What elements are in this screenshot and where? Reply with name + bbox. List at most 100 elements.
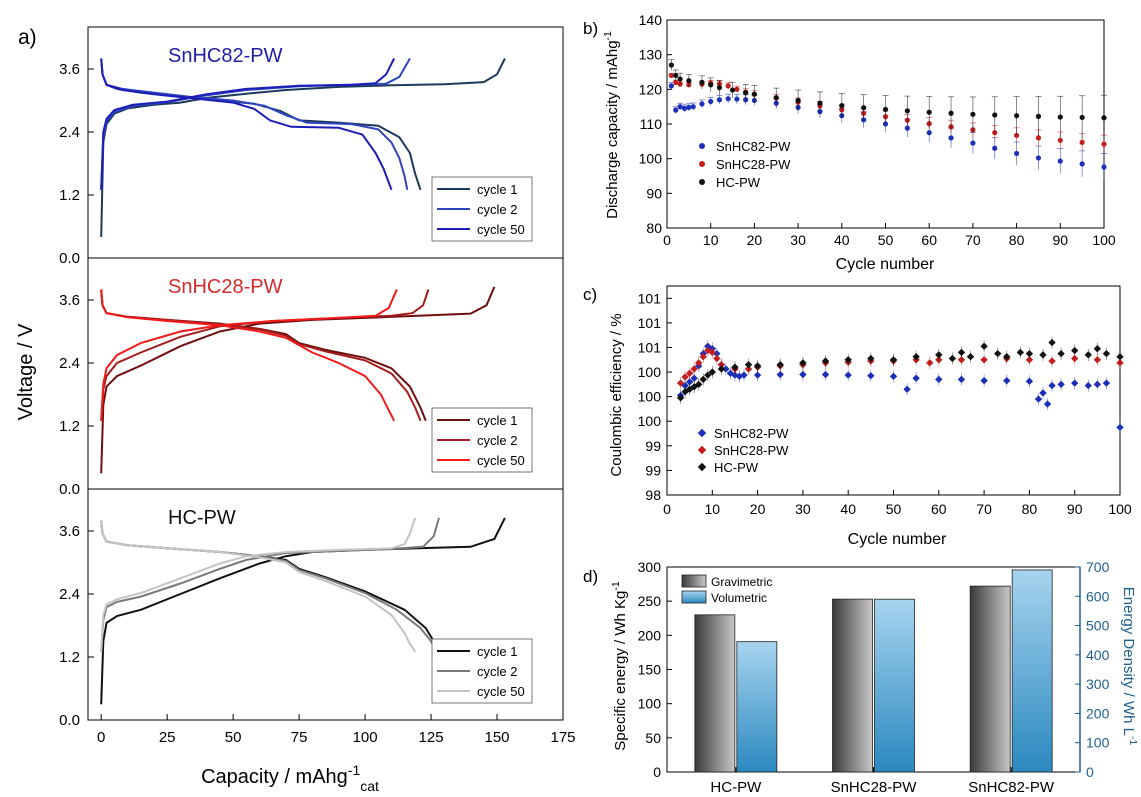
right-y-tick-label: 700 [1086, 559, 1110, 575]
x-tick-label: 20 [747, 232, 763, 248]
data-point [743, 90, 749, 96]
x-tick-label: 175 [550, 729, 575, 746]
curve-discharge [100, 58, 422, 191]
curve-charge [100, 58, 506, 238]
x-tick-label: 50 [225, 729, 242, 746]
data-point [722, 365, 730, 373]
data-point [1101, 141, 1107, 147]
data-point [668, 83, 674, 89]
bar-gravimetric [969, 585, 1011, 773]
data-point [912, 374, 920, 382]
x-tick-label: 60 [921, 232, 937, 248]
legend-label: SnHC82-PW [714, 426, 789, 441]
data-point [1014, 150, 1020, 157]
y-tick-label: 98 [645, 487, 661, 503]
y-tick-label: 50 [645, 730, 661, 746]
curve-charge [100, 517, 417, 652]
x-tick-label: 90 [1067, 501, 1083, 517]
data-point [673, 107, 679, 113]
data-point [799, 359, 807, 367]
y-tick-label: 101 [638, 315, 662, 331]
panel-b: b) Discharge capacity / mAhg-1 Cycle num… [583, 12, 1116, 273]
x-tick-label: 0 [97, 729, 105, 746]
x-tick-label: 70 [976, 501, 992, 517]
panel-c: c) Coulombic efficiency / % Cycle number… [583, 285, 1132, 548]
data-point [673, 72, 679, 79]
data-point [716, 85, 723, 91]
data-point [867, 372, 875, 380]
data-point [903, 385, 911, 393]
legend-marker [699, 161, 705, 167]
category-label: HC-PW [710, 779, 762, 796]
data-point [992, 145, 998, 151]
x-tick-label: 75 [291, 729, 308, 746]
data-point [821, 357, 830, 365]
data-point [731, 363, 739, 371]
data-point [699, 375, 707, 384]
x-tick-label: 0 [663, 232, 671, 248]
right-y-tick-label: 0 [1086, 764, 1094, 780]
data-point [734, 96, 740, 102]
x-tick-label: 25 [159, 729, 176, 746]
data-point [668, 72, 674, 79]
panel-c-x-axis-label: Cycle number [848, 531, 947, 548]
data-point [1057, 349, 1065, 358]
legend-label: SnHC82-PW [716, 139, 791, 154]
data-point [844, 356, 852, 364]
y-tick-label: 101 [638, 339, 662, 355]
x-tick-label: 100 [1092, 232, 1116, 248]
legend-label: cycle 1 [477, 413, 517, 428]
x-tick-label: 10 [703, 232, 719, 248]
data-point [935, 351, 943, 359]
data-point [882, 106, 889, 113]
curve-charge [100, 58, 395, 190]
data-point [844, 371, 852, 379]
curve-discharge [100, 289, 427, 422]
data-point [795, 97, 801, 104]
data-point [1035, 113, 1042, 119]
data-point [1084, 351, 1092, 359]
data-point [1039, 389, 1047, 397]
y-tick-label: 80 [646, 220, 662, 236]
data-point [744, 361, 753, 369]
x-tick-label: 70 [965, 232, 981, 248]
y-tick-label: 0 [653, 764, 661, 780]
data-point [776, 370, 784, 379]
bar-gravimetric [694, 614, 736, 773]
panel-a-y-axis-label: Voltage / V [15, 323, 37, 420]
data-point [980, 342, 988, 350]
x-tick-label: 50 [878, 232, 894, 248]
data-point [912, 353, 920, 361]
data-point [776, 361, 784, 369]
y-tick-label: 101 [638, 290, 662, 306]
y-tick-label: 100 [638, 696, 662, 712]
data-point [1116, 423, 1124, 432]
x-tick-label: 125 [419, 729, 444, 746]
data-point [685, 378, 694, 386]
data-point [1079, 161, 1085, 167]
panel-d: d) Specific energy / Wh Kg-1 Energy Dens… [583, 559, 1139, 796]
data-point [690, 374, 698, 382]
panel-c-y-axis-label: Coulombic efficiency / % [608, 313, 625, 476]
data-point [690, 104, 696, 110]
data-point [1071, 379, 1079, 387]
y-tick-label: 100 [638, 364, 662, 380]
curve-charge [100, 289, 430, 421]
y-tick-label: 250 [638, 593, 662, 609]
data-point [685, 369, 694, 377]
bar-volumetric [736, 641, 778, 773]
data-point [821, 370, 830, 379]
y-tick-label: 100 [638, 389, 662, 405]
x-tick-label: 10 [705, 501, 721, 517]
data-point [1071, 346, 1079, 355]
data-point [1048, 357, 1056, 365]
data-point [861, 105, 867, 111]
data-point [1093, 345, 1102, 353]
data-point [676, 394, 685, 402]
y-tick-label: 3.6 [59, 292, 80, 309]
data-point [889, 356, 898, 364]
y-tick-label: 1.2 [59, 649, 80, 666]
legend-label: cycle 2 [477, 202, 517, 217]
data-point [904, 125, 910, 131]
